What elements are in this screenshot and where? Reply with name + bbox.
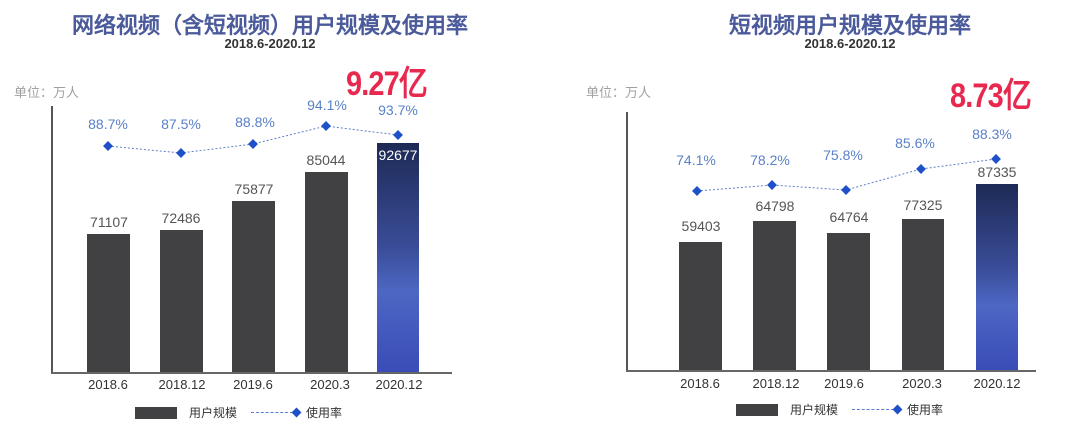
bar bbox=[753, 221, 796, 370]
usage-rate-line bbox=[692, 154, 1001, 196]
usage-rate-line bbox=[103, 121, 403, 158]
rate-value: 74.1% bbox=[676, 152, 716, 168]
bar-value: 75877 bbox=[234, 181, 274, 197]
chart-left: 网络视频（含短视频）用户规模及使用率 2018.6-2020.12 单位：万人 … bbox=[14, 13, 468, 421]
chart-right: 短视频用户规模及使用率 2018.6-2020.12 单位：万人 8.73亿 5… bbox=[540, 0, 1080, 426]
x-tick: 2018.6 bbox=[680, 376, 720, 391]
rate-value: 88.7% bbox=[88, 116, 128, 132]
legend-bar-swatch bbox=[736, 403, 778, 416]
y-axis bbox=[51, 106, 53, 373]
bar bbox=[305, 172, 348, 372]
legend: 用户规模 使用率 bbox=[135, 404, 342, 421]
x-axis bbox=[626, 370, 1036, 372]
rate-value: 88.8% bbox=[235, 114, 275, 130]
bar-value: 85044 bbox=[306, 152, 346, 168]
bar-value: 71107 bbox=[90, 214, 128, 230]
chart-title: 短视频用户规模及使用率 bbox=[728, 13, 971, 38]
legend-bar-label: 用户规模 bbox=[790, 403, 839, 417]
rate-value: 88.3% bbox=[972, 126, 1012, 142]
chart-subtitle: 2018.6-2020.12 bbox=[224, 36, 316, 51]
legend-bar-label: 用户规模 bbox=[189, 406, 238, 420]
bar-highlight bbox=[976, 184, 1018, 370]
highlight-value: 9.27亿 bbox=[346, 65, 428, 103]
legend-line-dash bbox=[852, 409, 895, 410]
unit-label: 单位：万人 bbox=[586, 85, 652, 100]
rate-value: 78.2% bbox=[750, 152, 790, 168]
bar-value: 64798 bbox=[755, 198, 795, 214]
x-tick: 2019.6 bbox=[233, 377, 273, 392]
bar bbox=[902, 219, 944, 370]
bar bbox=[827, 233, 870, 370]
rate-value: 94.1% bbox=[307, 97, 347, 113]
highlight-value: 8.73亿 bbox=[950, 77, 1032, 115]
legend-line-label: 使用率 bbox=[306, 406, 343, 420]
chart-title: 网络视频（含短视频）用户规模及使用率 bbox=[71, 13, 468, 38]
diamond-marker-icon bbox=[291, 407, 302, 418]
x-tick: 2020.3 bbox=[902, 376, 942, 391]
bar-value: 77325 bbox=[903, 197, 943, 213]
x-tick: 2020.12 bbox=[973, 376, 1021, 391]
legend-bar-swatch bbox=[135, 406, 177, 419]
bar-value: 64764 bbox=[829, 209, 869, 225]
rate-value: 93.7% bbox=[378, 102, 418, 118]
x-tick: 2018.12 bbox=[752, 376, 800, 391]
x-tick: 2020.12 bbox=[375, 377, 423, 392]
bar-highlight bbox=[377, 143, 419, 372]
rate-value: 75.8% bbox=[823, 147, 863, 163]
bar-value: 59403 bbox=[681, 218, 721, 234]
x-tick: 2018.6 bbox=[88, 377, 128, 392]
bar-value: 72486 bbox=[161, 210, 201, 226]
unit-label: 单位：万人 bbox=[14, 85, 80, 100]
x-axis bbox=[51, 372, 452, 374]
rate-value: 85.6% bbox=[895, 135, 935, 151]
x-tick: 2019.6 bbox=[824, 376, 864, 391]
x-tick: 2018.12 bbox=[158, 377, 206, 392]
bar bbox=[679, 242, 722, 370]
legend: 用户规模 使用率 bbox=[736, 401, 943, 418]
legend-line-label: 使用率 bbox=[907, 403, 944, 417]
bar-value: 92677 bbox=[378, 147, 418, 163]
bar-value: 87335 bbox=[977, 164, 1017, 180]
legend-line-dash bbox=[251, 412, 294, 413]
chart-subtitle: 2018.6-2020.12 bbox=[804, 36, 896, 51]
bar bbox=[232, 201, 275, 372]
diamond-marker-icon bbox=[892, 404, 903, 415]
bar bbox=[160, 230, 203, 372]
y-axis bbox=[626, 112, 628, 371]
x-tick: 2020.3 bbox=[310, 377, 350, 392]
bar bbox=[87, 234, 130, 372]
rate-value: 87.5% bbox=[161, 116, 201, 132]
